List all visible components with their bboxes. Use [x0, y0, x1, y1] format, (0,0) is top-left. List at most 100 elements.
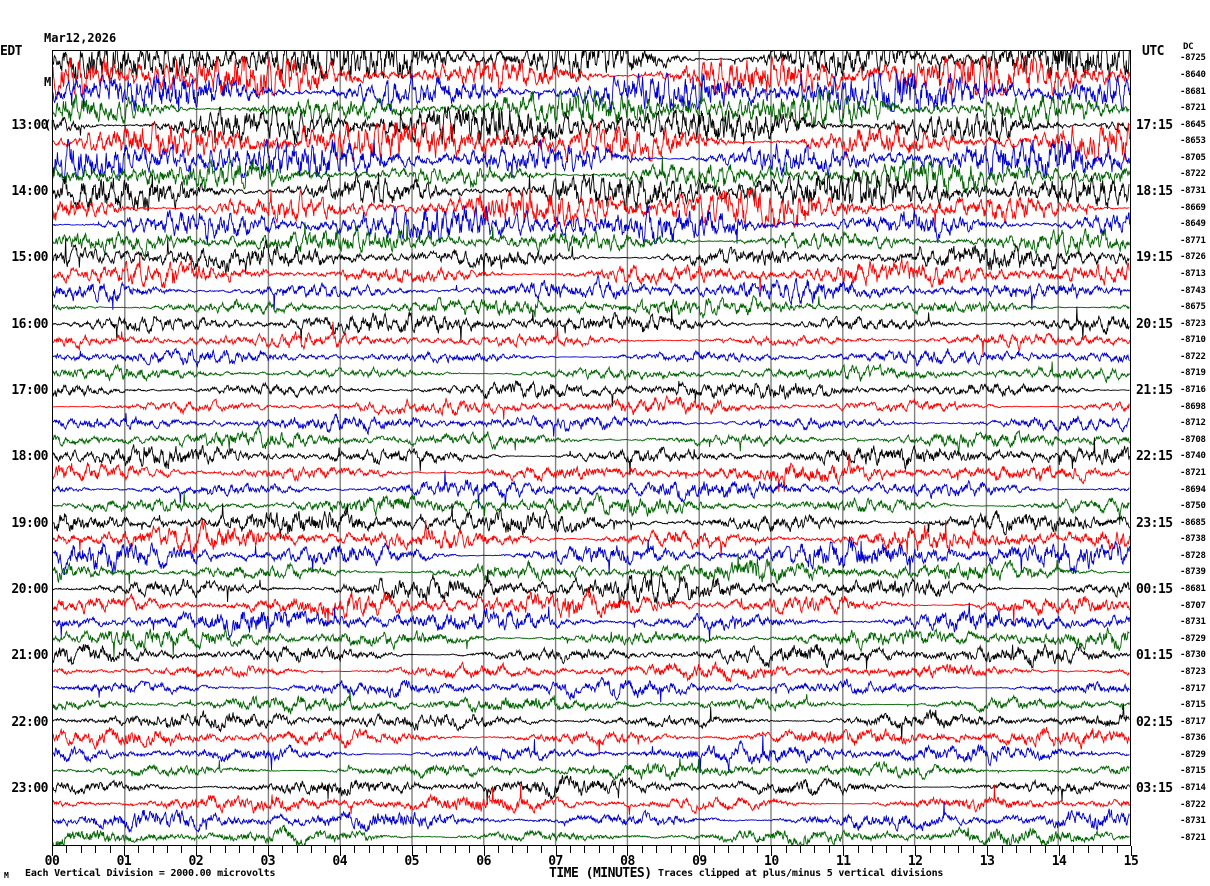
- dc-offset-value: -8736: [1180, 733, 1206, 744]
- dc-offset-value: -8681: [1180, 86, 1206, 97]
- dc-offset-value: -8716: [1180, 385, 1206, 395]
- dc-offset-value: -8681: [1180, 584, 1206, 594]
- x-tick-minor: [253, 846, 255, 853]
- header-date: Mar12,2026: [44, 31, 117, 45]
- edt-time-label: 19:00: [11, 515, 48, 531]
- x-tick-label: 11: [835, 854, 851, 869]
- dc-offset-value: -8707: [1180, 600, 1206, 611]
- dc-offset-value: -8722: [1180, 169, 1206, 180]
- dc-offset-value: -8738: [1180, 534, 1206, 545]
- dc-offset-value: -8685: [1180, 517, 1206, 528]
- x-axis-title: TIME (MINUTES): [549, 866, 652, 881]
- edt-time-label: 23:00: [11, 781, 48, 796]
- dc-offset-value: -8726: [1180, 252, 1206, 263]
- x-tick-minor: [310, 846, 312, 853]
- edt-time-label: 21:00: [11, 648, 48, 664]
- dc-offset-value: -8710: [1180, 335, 1206, 346]
- x-tick-label: 05: [404, 854, 419, 869]
- x-tick-minor: [440, 846, 442, 853]
- dc-offset-value: -8640: [1180, 69, 1206, 80]
- x-tick-minor: [512, 846, 514, 853]
- x-tick-major: [483, 846, 485, 856]
- x-tick-minor: [670, 846, 672, 853]
- x-tick-major: [195, 846, 197, 856]
- dc-offset-value: -8721: [1180, 103, 1206, 113]
- x-tick-minor: [943, 846, 945, 853]
- x-axis-ticks: [52, 846, 1132, 856]
- edt-time-label: 14:00: [11, 184, 48, 199]
- dc-offset-value: -8653: [1180, 136, 1206, 147]
- x-tick-major: [987, 846, 989, 856]
- seismogram-plot[interactable]: [52, 50, 1131, 846]
- edt-time-label: 16:00: [11, 316, 48, 332]
- x-tick-minor: [282, 846, 284, 853]
- x-tick-minor: [656, 846, 658, 853]
- x-tick-minor: [526, 846, 528, 853]
- x-tick-minor: [728, 846, 730, 853]
- x-tick-minor: [1001, 846, 1003, 853]
- utc-time-label: 00:15: [1136, 582, 1173, 597]
- dc-offset-value: -8750: [1180, 501, 1206, 511]
- x-tick-minor: [80, 846, 82, 853]
- x-tick-minor: [325, 846, 327, 853]
- x-tick-minor: [1073, 846, 1075, 853]
- x-tick-minor: [1015, 846, 1017, 853]
- x-tick-label: 14: [1051, 854, 1067, 869]
- clip-note: Traces clipped at plus/minus 5 vertical …: [658, 868, 944, 879]
- dc-column-label: DC: [1183, 42, 1194, 52]
- x-tick-minor: [900, 846, 902, 853]
- x-tick-minor: [426, 846, 428, 853]
- utc-time-label: 20:15: [1136, 316, 1173, 332]
- dc-offset-value: -8714: [1180, 783, 1206, 793]
- edt-time-label: 18:00: [11, 449, 48, 465]
- dc-offset-value: -8698: [1180, 401, 1206, 412]
- x-tick-minor: [685, 846, 686, 853]
- left-timezone-label: EDT: [0, 44, 22, 59]
- dc-offset-value: -8722: [1180, 799, 1206, 810]
- x-tick-label: 12: [907, 854, 923, 869]
- x-tick-minor: [613, 846, 615, 853]
- x-tick-minor: [109, 846, 111, 853]
- x-tick-label: 08: [620, 854, 635, 869]
- utc-time-label: 01:15: [1136, 648, 1173, 664]
- corner-mark: M: [4, 871, 9, 880]
- right-timezone-label: UTC: [1142, 44, 1164, 59]
- x-tick-minor: [872, 846, 874, 853]
- x-tick-minor: [713, 846, 715, 853]
- x-tick-minor: [541, 846, 543, 853]
- dc-offset-value: -8694: [1180, 484, 1206, 495]
- dc-offset-value: -8715: [1180, 766, 1206, 777]
- x-tick-major: [1059, 846, 1061, 856]
- x-tick-minor: [857, 846, 859, 853]
- dc-offset-value: -8721: [1180, 467, 1206, 478]
- utc-time-label: 17:15: [1136, 117, 1173, 133]
- dc-offset-value: -8675: [1180, 302, 1206, 312]
- x-tick-minor: [814, 846, 816, 853]
- x-tick-minor: [66, 846, 68, 853]
- x-tick-minor: [584, 846, 586, 853]
- dc-offset-value: -8731: [1180, 816, 1206, 827]
- x-tick-label: 00: [44, 854, 60, 869]
- dc-offset-value: -8708: [1180, 434, 1206, 445]
- dc-offset-value: -8723: [1180, 318, 1206, 329]
- x-tick-label: 07: [548, 854, 563, 869]
- dc-offset-value: -8729: [1180, 633, 1206, 644]
- x-tick-minor: [95, 846, 97, 853]
- x-tick-minor: [167, 846, 169, 853]
- dc-offset-value: -8705: [1180, 152, 1206, 163]
- x-tick-major: [1131, 846, 1132, 856]
- dc-offset-value: -8729: [1180, 749, 1206, 760]
- x-tick-major: [267, 846, 269, 856]
- x-tick-minor: [800, 846, 802, 853]
- grid-lines: [124, 51, 1059, 845]
- dc-offset-value: -8649: [1180, 219, 1206, 230]
- dc-offset-value: -8731: [1180, 186, 1206, 196]
- dc-offset-value: -8645: [1180, 119, 1206, 130]
- utc-time-label: 02:15: [1136, 714, 1173, 730]
- x-tick-major: [771, 846, 773, 856]
- edt-time-label: 20:00: [11, 582, 48, 597]
- x-tick-major: [411, 846, 413, 856]
- dc-offset-value: -8740: [1180, 451, 1206, 462]
- x-tick-minor: [1030, 846, 1032, 853]
